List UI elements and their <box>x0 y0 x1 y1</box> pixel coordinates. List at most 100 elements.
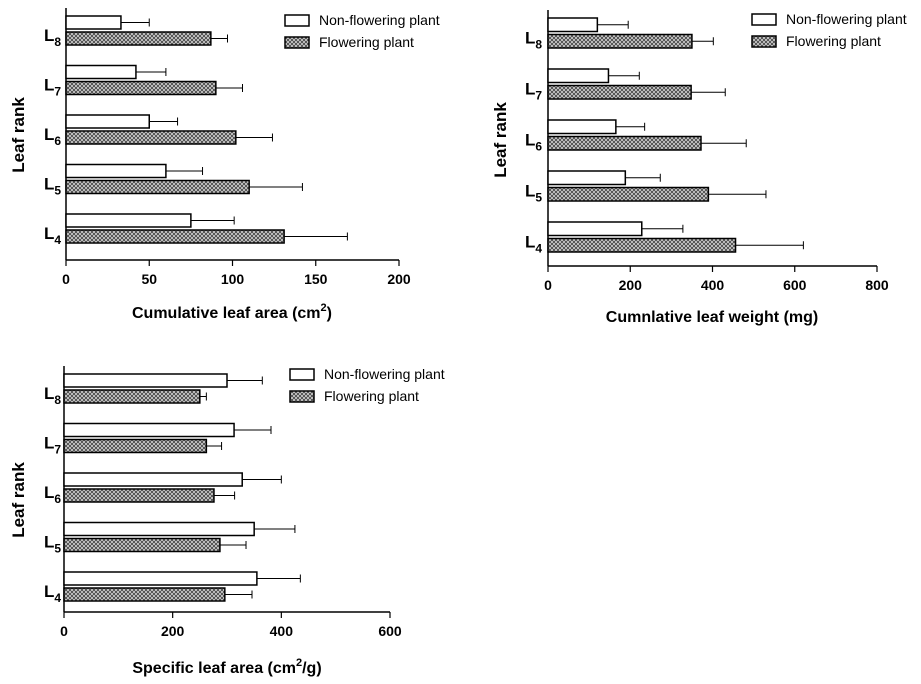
category-label: L4 <box>525 233 542 256</box>
category-label: L5 <box>44 532 61 555</box>
category-label-subscript: 6 <box>54 134 61 148</box>
bar-non-flowering <box>65 163 167 179</box>
bar-flowering <box>65 31 212 46</box>
category-label-main: L <box>44 433 54 452</box>
bar-non-flowering <box>547 17 599 33</box>
x-tick-label: 400 <box>701 277 725 293</box>
bar-flowering <box>547 237 737 253</box>
x-tick-label: 200 <box>161 623 185 639</box>
category-label-subscript: 8 <box>54 393 61 407</box>
category-label-subscript: 4 <box>535 242 542 256</box>
x-tick-label: 0 <box>544 277 552 293</box>
chart-2: 0 200 400 600 800 Cumnlative leaf weight (mg)… <box>491 10 907 326</box>
category-label: L8 <box>525 29 542 52</box>
category-label-main: L <box>44 75 54 94</box>
bar-flowering <box>63 389 201 404</box>
y-axis-title: Leaf rank <box>9 97 28 173</box>
category-label-main: L <box>44 582 54 601</box>
chart-3: 0 200 400 600 Specific leaf area (cm2/g) Leaf… <box>9 366 445 677</box>
bar-flowering <box>63 438 208 454</box>
bar-flowering <box>65 179 250 195</box>
category-label-main: L <box>525 29 535 48</box>
category-label-main: L <box>44 483 54 502</box>
x-axis-title: Cumulative leaf area (cm2) <box>132 302 332 322</box>
category-label: L5 <box>44 174 61 197</box>
category-label-subscript: 5 <box>535 191 542 205</box>
bar-flowering <box>63 537 221 553</box>
bar-flowering <box>547 84 692 100</box>
chart-1: 0 50 100 150 200 Cumulative leaf area (cm2) Le… <box>9 8 440 322</box>
x-axis-title: Specific leaf area (cm2/g) <box>132 657 321 677</box>
category-label: L6 <box>44 483 61 506</box>
legend-label-non-flowering: Non-flowering plant <box>319 12 440 28</box>
bar-flowering <box>65 229 285 244</box>
category-label: L4 <box>44 224 61 247</box>
x-tick-label: 50 <box>141 271 157 287</box>
x-axis-title-text: Cumulative leaf area (cm <box>132 305 321 322</box>
x-tick-label: 600 <box>378 623 402 639</box>
legend-label-flowering: Flowering plant <box>786 33 881 49</box>
category-label-subscript: 5 <box>54 183 61 197</box>
legend-label-flowering: Flowering plant <box>319 34 414 50</box>
category-label-subscript: 8 <box>535 38 542 52</box>
category-label-subscript: 7 <box>54 442 61 456</box>
x-axis-title-text: Cumnlative leaf weight (mg) <box>606 309 818 326</box>
bar-non-flowering <box>63 422 235 438</box>
bar-flowering <box>547 135 702 151</box>
bar-flowering <box>63 488 215 503</box>
category-label-main: L <box>44 26 54 45</box>
bar-non-flowering <box>547 119 617 135</box>
bar-flowering <box>547 186 710 202</box>
x-tick-label: 150 <box>304 271 328 287</box>
category-label: L8 <box>44 26 61 49</box>
x-tick-label: 200 <box>387 271 411 287</box>
category-label-main: L <box>44 174 54 193</box>
bar-flowering <box>65 80 217 96</box>
x-axis-title-text: Specific leaf area (cm <box>132 660 296 677</box>
category-label-subscript: 6 <box>54 492 61 506</box>
x-tick-label: 800 <box>865 277 889 293</box>
y-axis-title: Leaf rank <box>491 102 510 178</box>
x-axis-title-end: /g) <box>302 660 322 677</box>
legend: Non-flowering plant Flowering plant <box>751 11 907 49</box>
category-label-main: L <box>44 224 54 243</box>
legend: Non-flowering plant Flowering plant <box>289 366 445 404</box>
legend-swatch-flowering <box>284 36 310 49</box>
category-label-main: L <box>525 182 535 201</box>
y-axis-title: Leaf rank <box>9 462 28 538</box>
category-label-main: L <box>44 125 54 144</box>
category-label-main: L <box>44 532 54 551</box>
legend: Non-flowering plant Flowering plant <box>284 12 440 50</box>
x-axis-title-superscript: 2 <box>321 302 327 314</box>
bar-non-flowering <box>547 68 610 84</box>
bar-flowering <box>63 587 226 602</box>
x-axis-title-end: ) <box>327 305 332 322</box>
bar-non-flowering <box>63 571 258 586</box>
category-label: L7 <box>44 75 61 98</box>
x-tick-label: 0 <box>60 623 68 639</box>
x-tick-label: 0 <box>62 271 70 287</box>
legend-swatch-flowering <box>289 390 315 403</box>
category-label-subscript: 8 <box>54 35 61 49</box>
legend-label-non-flowering: Non-flowering plant <box>786 11 907 27</box>
category-label: L6 <box>525 131 542 154</box>
bar-non-flowering <box>63 521 255 537</box>
x-tick-label: 400 <box>270 623 294 639</box>
legend-label-non-flowering: Non-flowering plant <box>324 366 445 382</box>
legend-swatch-non-flowering <box>289 368 315 381</box>
bar-non-flowering <box>63 373 228 388</box>
category-label-main: L <box>525 80 535 99</box>
legend-label-flowering: Flowering plant <box>324 388 419 404</box>
category-label: L8 <box>44 384 61 407</box>
category-label: L6 <box>44 125 61 148</box>
category-label-subscript: 7 <box>535 89 542 103</box>
x-tick-label: 600 <box>783 277 807 293</box>
category-label-subscript: 5 <box>54 541 61 555</box>
category-label-main: L <box>525 131 535 150</box>
category-label: L4 <box>44 582 61 605</box>
category-label-main: L <box>44 384 54 403</box>
category-label-subscript: 7 <box>54 84 61 98</box>
category-label-main: L <box>525 233 535 252</box>
legend-swatch-flowering <box>751 35 777 48</box>
bar-flowering <box>65 130 237 145</box>
